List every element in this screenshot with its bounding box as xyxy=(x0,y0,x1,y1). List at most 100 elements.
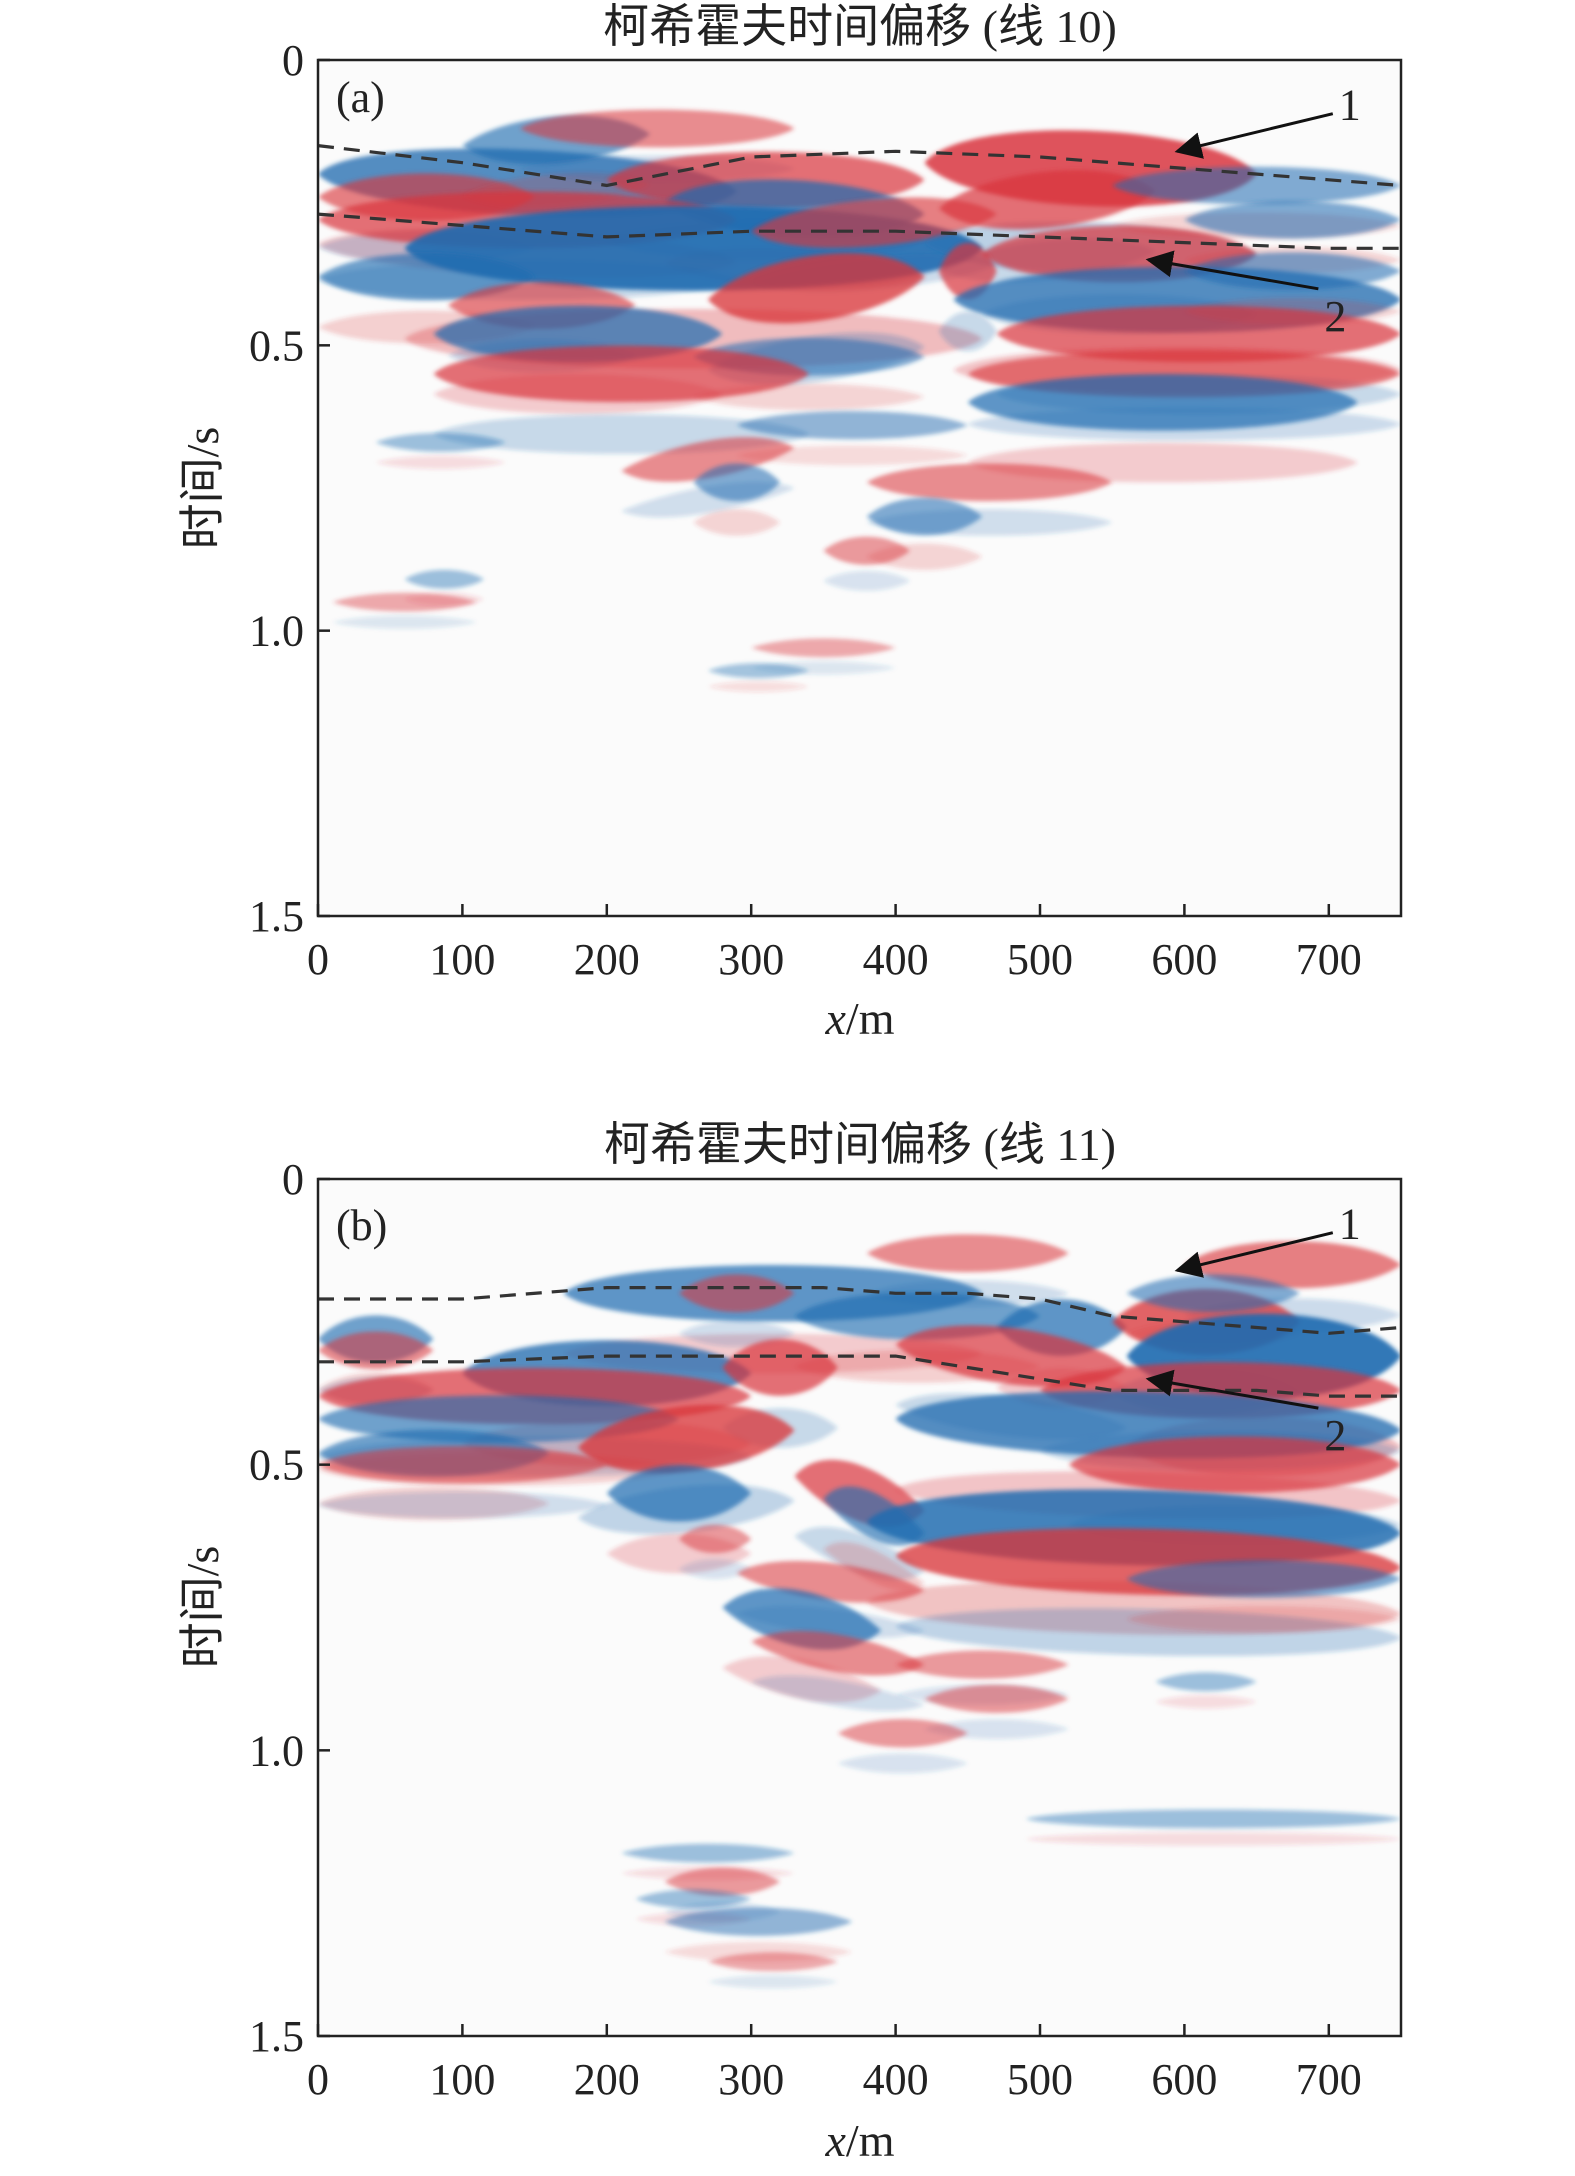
reflection-event xyxy=(1184,252,1401,290)
reflection-event xyxy=(736,411,968,440)
horizon-2-line xyxy=(317,212,1401,250)
panel-b-label: (b) xyxy=(336,1201,387,1250)
reflection-event xyxy=(751,197,997,248)
reflection-event xyxy=(520,109,795,148)
reflection-sidelobe xyxy=(1155,1695,1257,1709)
x-tick-label: 400 xyxy=(863,2055,929,2104)
panel-a-x-ticks: 0 100 200 300 400 500 600 700 xyxy=(307,904,1362,984)
panel-a-label: (a) xyxy=(336,73,385,122)
x-tick-label: 200 xyxy=(574,2055,640,2104)
x-tick-label: 500 xyxy=(1007,2055,1073,2104)
reflection-event xyxy=(318,1331,434,1370)
reflection-event xyxy=(722,1588,882,1650)
reflection-sidelobe xyxy=(707,1975,838,1989)
reflection-event xyxy=(736,1560,925,1603)
reflection-event xyxy=(967,374,1358,431)
reflection-sidelobe xyxy=(375,455,506,470)
panel-a: 柯希霍夫时间偏移 (线 10) 0 100 200 300 400 500 600 700 0… xyxy=(177,1,1403,1044)
y-tick-label: 0 xyxy=(282,36,304,85)
reflection-event xyxy=(837,1719,968,1748)
panel-a-annotations: 12 xyxy=(1145,81,1361,341)
reflection-sidelobe xyxy=(679,1559,752,1580)
reflection-event xyxy=(621,437,795,482)
panel-a-frame xyxy=(316,58,1403,918)
x-tick-label: 300 xyxy=(718,935,784,984)
reflection-event xyxy=(895,1650,1069,1679)
x-tick-label: 300 xyxy=(718,2055,784,2104)
panel-b-x-axis-label: x/m xyxy=(825,2115,895,2166)
x-tick-label: 200 xyxy=(574,935,640,984)
annotation-label-2: 2 xyxy=(1324,292,1346,341)
reflection-event xyxy=(751,638,896,658)
annotation-arrow-2 xyxy=(1145,1369,1319,1410)
panel-b-y-axis-label: 时间/s xyxy=(177,1546,228,1669)
reflection-event xyxy=(679,1524,752,1554)
panel-b-horizons xyxy=(318,1285,1402,1398)
reflection-event xyxy=(1126,1274,1300,1313)
reflection-event xyxy=(707,253,925,324)
reflection-event xyxy=(664,1867,781,1896)
horizon-2-line xyxy=(318,1354,1401,1398)
y-tick-label: 1.5 xyxy=(249,2012,304,2061)
panel-b-title: 柯希霍夫时间偏移 (线 11) xyxy=(604,1119,1116,1170)
x-tick-label: 600 xyxy=(1151,935,1217,984)
reflection-sidelobe xyxy=(404,592,485,606)
reflection-sidelobe xyxy=(693,509,781,536)
reflection-event xyxy=(866,1234,1069,1273)
y-tick-label: 1.5 xyxy=(249,892,304,941)
reflection-event xyxy=(996,305,1401,363)
reflection-event xyxy=(751,1630,925,1676)
reflection-sidelobe xyxy=(751,1675,925,1712)
reflection-event xyxy=(577,1404,795,1474)
reflection-event xyxy=(823,1486,925,1546)
panel-a-y-axis-label: 时间/s xyxy=(177,427,228,550)
x-tick-label: 700 xyxy=(1296,2055,1362,2104)
reflection-event xyxy=(318,253,535,301)
x-tick-label: 0 xyxy=(307,2055,329,2104)
annotation-arrow-1 xyxy=(1174,1231,1334,1278)
reflection-event xyxy=(621,1843,795,1863)
panel-b-y-ticks: 0 0.5 1.0 1.5 xyxy=(249,1155,330,2061)
panel-b-seismic-image xyxy=(318,1234,1401,1989)
reflection-event xyxy=(635,1889,752,1909)
y-tick-label: 0.5 xyxy=(249,1441,304,1490)
reflection-sidelobe xyxy=(938,311,997,352)
annotation-label-2: 2 xyxy=(1324,1411,1346,1460)
x-tick-label: 500 xyxy=(1007,935,1073,984)
reflection-event xyxy=(318,1445,607,1484)
reflection-sidelobe xyxy=(318,1491,607,1519)
reflection-event xyxy=(606,1464,752,1522)
reflection-event xyxy=(433,345,809,403)
reflection-sidelobe xyxy=(823,571,911,591)
panel-a-seismic-image xyxy=(318,109,1401,692)
reflection-event xyxy=(404,569,485,589)
reflection-event xyxy=(375,432,506,452)
reflection-sidelobe xyxy=(679,1320,795,1347)
y-tick-label: 1.0 xyxy=(249,607,304,656)
reflection-event xyxy=(895,1325,1127,1387)
reflection-sidelobe xyxy=(837,1753,968,1774)
x-tick-label: 700 xyxy=(1296,935,1362,984)
annotation-label-1: 1 xyxy=(1339,81,1361,130)
panel-a-title: 柯希霍夫时间偏移 (线 10) xyxy=(603,1,1117,52)
reflection-event xyxy=(1126,1560,1401,1598)
reflection-sidelobe xyxy=(736,445,968,466)
reflection-event xyxy=(1025,1809,1401,1829)
reflection-event xyxy=(924,1684,1069,1714)
reflection-event xyxy=(722,1339,838,1396)
y-tick-label: 1.0 xyxy=(249,1726,304,1775)
reflection-event xyxy=(866,497,983,536)
reflection-event xyxy=(823,536,911,565)
reflection-event xyxy=(707,1952,838,1972)
panel-a-horizons xyxy=(317,144,1402,250)
x-tick-label: 100 xyxy=(429,935,495,984)
reflection-event xyxy=(679,1274,795,1313)
reflection-event xyxy=(1112,166,1401,205)
reflection-event xyxy=(664,1907,853,1936)
y-tick-label: 0.5 xyxy=(249,321,304,370)
reflection-event xyxy=(938,170,1156,230)
y-tick-label: 0 xyxy=(282,1155,304,1204)
reflection-sidelobe xyxy=(1025,1832,1401,1846)
